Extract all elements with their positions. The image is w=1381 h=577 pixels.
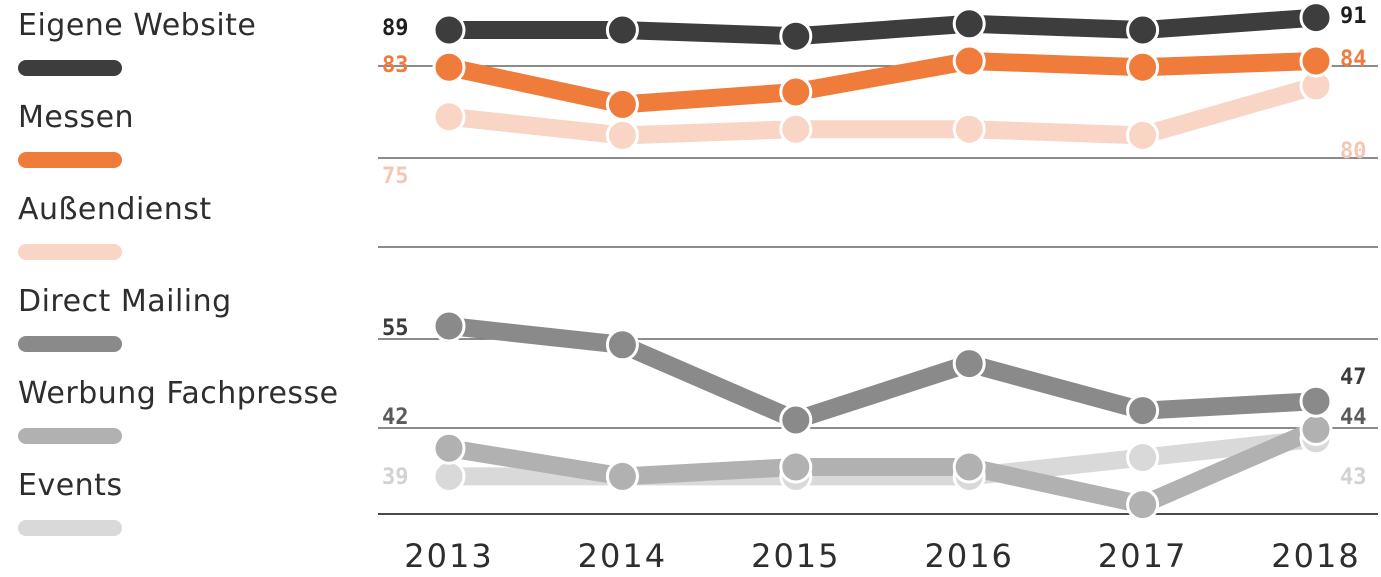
legend-swatch bbox=[18, 244, 122, 260]
legend-item-events: Events bbox=[18, 468, 123, 536]
legend-item-messen: Messen bbox=[18, 100, 135, 168]
legend-swatch bbox=[18, 336, 122, 352]
legend-label: Events bbox=[18, 468, 123, 503]
data-point-eigene-website bbox=[1299, 1, 1333, 35]
data-point-eigene-website bbox=[952, 7, 986, 41]
data-point-direct-mailing bbox=[605, 328, 639, 362]
series-line-werbung-fachpresse bbox=[440, 420, 1325, 514]
data-point-aussendienst bbox=[779, 112, 813, 146]
start-value-label: 39 bbox=[382, 465, 409, 490]
end-value-label: 91 bbox=[1340, 4, 1367, 29]
legend-label: Werbung Fachpresse bbox=[18, 376, 339, 411]
legend-item-eigene-website: Eigene Website bbox=[18, 8, 257, 76]
data-point-messen bbox=[1299, 44, 1333, 78]
end-value-label: 47 bbox=[1340, 365, 1367, 390]
data-point-messen bbox=[779, 75, 813, 109]
data-point-werbung-fachpresse bbox=[605, 459, 639, 493]
x-tick-label: 2015 bbox=[751, 537, 840, 575]
data-point-eigene-website bbox=[605, 13, 639, 47]
series-points bbox=[432, 1, 1333, 522]
start-value-label: 75 bbox=[382, 164, 409, 189]
legend-label: Eigene Website bbox=[18, 8, 257, 43]
data-point-aussendienst bbox=[1126, 118, 1160, 152]
legend-swatch bbox=[18, 520, 122, 536]
legend-label: Messen bbox=[18, 100, 135, 135]
series-line-messen bbox=[440, 52, 1325, 114]
legend-swatch bbox=[18, 60, 122, 76]
legend-label: Direct Mailing bbox=[18, 284, 232, 319]
x-axis: 2013 2014 2015 2016 2017 2018 bbox=[404, 537, 1360, 575]
end-value-label: 43 bbox=[1340, 465, 1367, 490]
start-value-label: 55 bbox=[382, 316, 409, 341]
data-point-werbung-fachpresse bbox=[1126, 488, 1160, 522]
x-tick-label: 2016 bbox=[924, 537, 1013, 575]
data-point-messen bbox=[432, 50, 466, 84]
data-point-eigene-website bbox=[779, 19, 813, 53]
series-line-eigene-website bbox=[440, 8, 1325, 46]
series-line-aussendienst bbox=[440, 76, 1325, 145]
data-point-eigene-website bbox=[432, 13, 466, 47]
data-point-aussendienst bbox=[952, 112, 986, 146]
data-point-direct-mailing bbox=[1126, 394, 1160, 428]
start-value-label: 83 bbox=[382, 53, 409, 78]
legend-item-direct-mailing: Direct Mailing bbox=[18, 284, 232, 352]
data-point-aussendienst bbox=[432, 100, 466, 134]
value-labels: 89 91 83 84 75 80 55 47 42 44 39 43 bbox=[382, 4, 1367, 490]
start-value-label: 42 bbox=[382, 405, 409, 430]
data-point-werbung-fachpresse bbox=[779, 450, 813, 484]
data-point-direct-mailing bbox=[432, 309, 466, 343]
end-value-label: 44 bbox=[1340, 405, 1367, 430]
data-point-eigene-website bbox=[1126, 13, 1160, 47]
data-point-messen bbox=[1126, 50, 1160, 84]
x-tick-label: 2018 bbox=[1271, 537, 1360, 575]
x-tick-label: 2017 bbox=[1098, 537, 1187, 575]
end-value-label: 84 bbox=[1340, 47, 1367, 72]
legend-item-aussendienst: Außendienst bbox=[18, 192, 212, 260]
data-point-events bbox=[432, 459, 466, 493]
data-point-werbung-fachpresse bbox=[952, 450, 986, 484]
data-point-events bbox=[1126, 441, 1160, 475]
data-point-aussendienst bbox=[605, 118, 639, 152]
data-point-direct-mailing bbox=[952, 347, 986, 381]
data-point-werbung-fachpresse bbox=[432, 431, 466, 465]
data-point-direct-mailing bbox=[779, 403, 813, 437]
data-point-werbung-fachpresse bbox=[1299, 412, 1333, 446]
end-value-label: 80 bbox=[1340, 139, 1367, 164]
legend-item-werbung-fachpresse: Werbung Fachpresse bbox=[18, 376, 339, 444]
legend-swatch bbox=[18, 428, 122, 444]
x-tick-label: 2013 bbox=[404, 537, 493, 575]
series-line-direct-mailing bbox=[440, 317, 1325, 429]
data-point-messen bbox=[605, 87, 639, 121]
x-tick-label: 2014 bbox=[578, 537, 667, 575]
data-point-direct-mailing bbox=[1299, 384, 1333, 418]
legend-swatch bbox=[18, 152, 122, 168]
data-point-messen bbox=[952, 44, 986, 78]
series-lines bbox=[440, 8, 1325, 514]
start-value-label: 89 bbox=[382, 16, 409, 41]
legend-label: Außendienst bbox=[18, 192, 212, 227]
